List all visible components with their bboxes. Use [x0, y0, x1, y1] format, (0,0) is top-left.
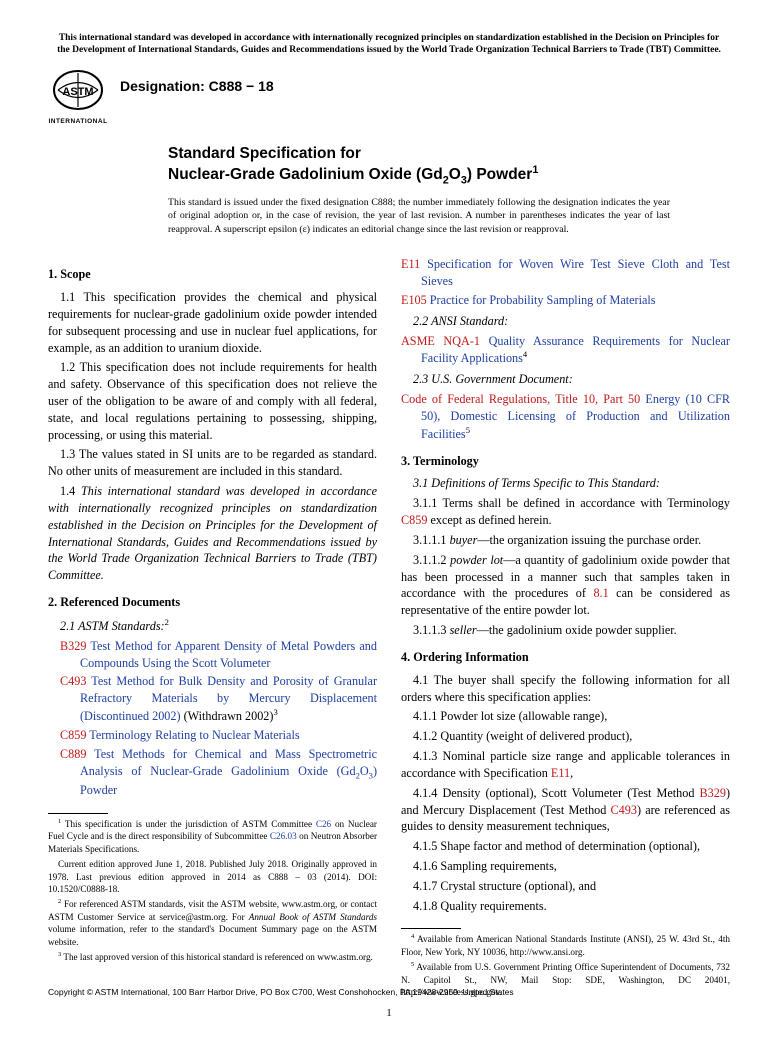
ref-c859: C859 Terminology Relating to Nuclear Mat…	[60, 727, 377, 744]
top-notice: This international standard was develope…	[48, 32, 730, 57]
section-2-head: 2. Referenced Documents	[48, 594, 377, 611]
para-4-1-4: 4.1.4 Density (optional), Scott Volumete…	[401, 785, 730, 835]
footnote-2: 2 For referenced ASTM standards, visit t…	[48, 898, 377, 949]
section-4-head: 4. Ordering Information	[401, 649, 730, 666]
footnote-1b: Current edition approved June 1, 2018. P…	[48, 858, 377, 896]
body-columns: 1. Scope 1.1 This specification provides…	[48, 256, 730, 1001]
para-4-1: 4.1 The buyer shall specify the followin…	[401, 672, 730, 706]
para-4-1-8: 4.1.8 Quality requirements.	[401, 898, 730, 915]
svg-text:ASTM: ASTM	[62, 86, 93, 98]
ref-asme: ASME NQA-1 Quality Assurance Requirement…	[401, 333, 730, 368]
sub-2-3: 2.3 U.S. Government Document:	[401, 371, 730, 388]
para-1-1: 1.1 This specification provides the chem…	[48, 289, 377, 356]
para-4-1-5: 4.1.5 Shape factor and method of determi…	[401, 838, 730, 855]
para-3-1-1: 3.1.1 Terms shall be defined in accordan…	[401, 495, 730, 529]
title-block: Standard Specification for Nuclear-Grade…	[168, 144, 730, 187]
para-4-1-1: 4.1.1 Powder lot size (allowable range),	[401, 708, 730, 725]
sub-2-1: 2.1 ASTM Standards:2	[48, 617, 377, 635]
title-line2-a: Nuclear-Grade Gadolinium Oxide (Gd	[168, 166, 443, 183]
title-line2-c: ) Powder	[467, 166, 532, 183]
ref-cfr: Code of Federal Regulations, Title 10, P…	[401, 391, 730, 443]
footnote-separator-left	[48, 813, 108, 814]
ref-c493: C493 Test Method for Bulk Density and Po…	[60, 673, 377, 725]
ref-c889: C889 Test Methods for Chemical and Mass …	[60, 746, 377, 799]
right-column: E11 Specification for Woven Wire Test Si…	[401, 256, 730, 1001]
section-1-head: 1. Scope	[48, 266, 377, 283]
logo-text: INTERNATIONAL	[48, 118, 108, 127]
para-4-1-3: 4.1.3 Nominal particle size range and ap…	[401, 748, 730, 782]
footnote-1: 1 This specification is under the jurisd…	[48, 818, 377, 856]
title-sup: 1	[532, 164, 538, 176]
title-line1: Standard Specification for	[168, 145, 361, 162]
page-number: 1	[0, 1006, 778, 1021]
header-row: ASTM INTERNATIONAL Designation: C888 − 1…	[48, 69, 730, 127]
ref-b329: B329 Test Method for Apparent Density of…	[60, 638, 377, 672]
astm-logo-icon: ASTM	[52, 69, 104, 111]
footnote-separator-right	[401, 928, 461, 929]
ref-e11: E11 Specification for Woven Wire Test Si…	[401, 256, 730, 290]
para-3-1-1-3: 3.1.1.3 seller—the gadolinium oxide powd…	[401, 622, 730, 639]
left-column: 1. Scope 1.1 This specification provides…	[48, 256, 377, 1001]
para-1-3: 1.3 The values stated in SI units are to…	[48, 446, 377, 480]
para-4-1-7: 4.1.7 Crystal structure (optional), and	[401, 878, 730, 895]
footnote-4: 4 Available from American National Stand…	[401, 933, 730, 958]
para-1-2: 1.2 This specification does not include …	[48, 359, 377, 443]
section-3-head: 3. Terminology	[401, 453, 730, 470]
para-4-1-2: 4.1.2 Quantity (weight of delivered prod…	[401, 728, 730, 745]
footnote-3: 3 The last approved version of this hist…	[48, 951, 377, 964]
para-3-1-1-2: 3.1.1.2 powder lot—a quantity of gadolin…	[401, 552, 730, 619]
para-1-4: 1.4 This international standard was deve…	[48, 483, 377, 584]
sub-2-2: 2.2 ANSI Standard:	[401, 313, 730, 330]
para-4-1-6: 4.1.6 Sampling requirements,	[401, 858, 730, 875]
astm-logo: ASTM INTERNATIONAL	[48, 69, 108, 127]
standard-title: Standard Specification for Nuclear-Grade…	[168, 144, 730, 187]
copyright-line: Copyright © ASTM International, 100 Barr…	[48, 987, 514, 999]
para-3-1-1-1: 3.1.1.1 buyer—the organization issuing t…	[401, 532, 730, 549]
title-note: This standard is issued under the fixed …	[168, 196, 730, 237]
designation-line: Designation: C888 − 18	[120, 77, 274, 96]
ref-e105: E105 Practice for Probability Sampling o…	[401, 292, 730, 309]
sub-3-1: 3.1 Definitions of Terms Specific to Thi…	[401, 475, 730, 492]
title-line2-b: O	[449, 166, 461, 183]
